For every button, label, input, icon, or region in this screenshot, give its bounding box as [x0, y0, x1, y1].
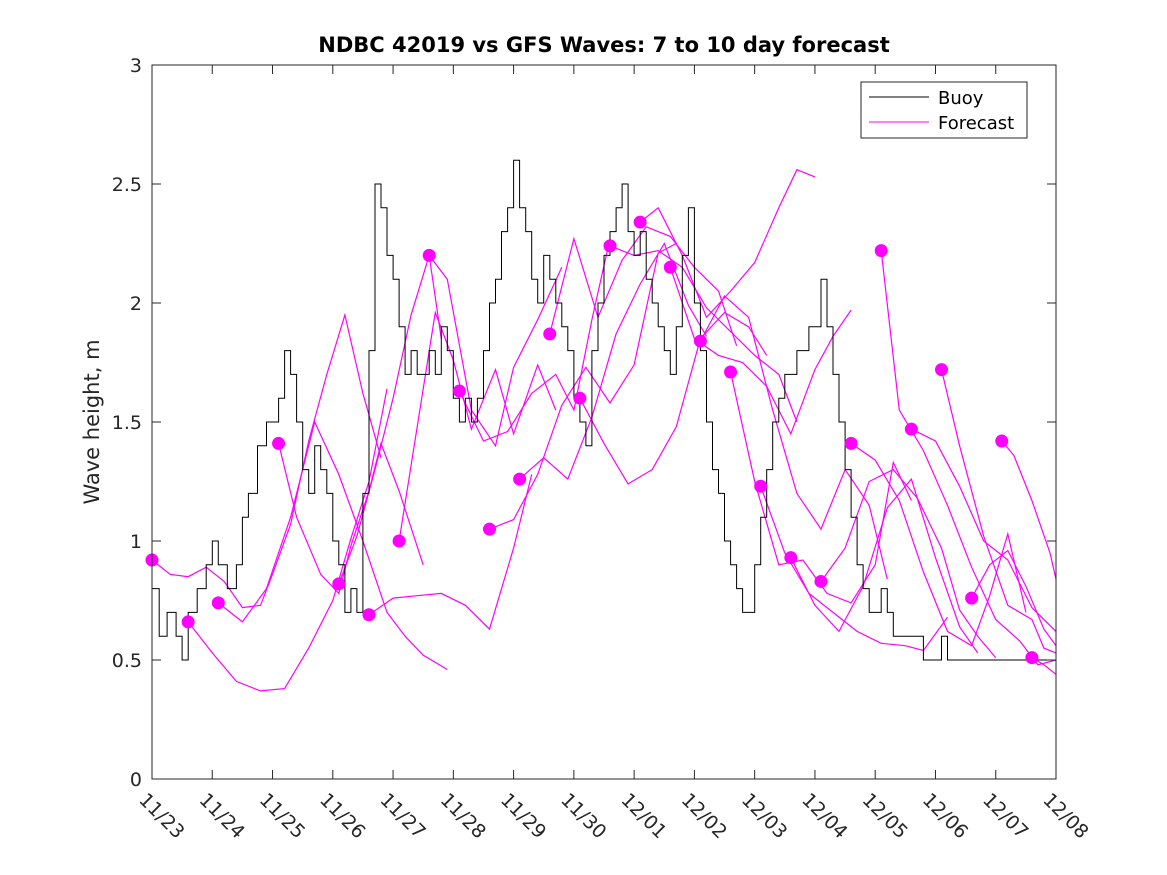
- forecast-start-marker-26: [965, 591, 979, 605]
- forecast-start-marker-13: [573, 391, 587, 405]
- y-tick-label: 0: [130, 769, 142, 791]
- y-tick-label: 3: [130, 55, 142, 77]
- forecast-start-marker-15: [633, 215, 647, 229]
- forecast-start-marker-27: [995, 434, 1009, 448]
- forecast-line-2: [187, 388, 388, 692]
- forecast-line-24: [911, 428, 1057, 632]
- forecast-line-15: [639, 168, 816, 319]
- forecast-line-25: [940, 369, 1057, 654]
- forecast-line-4: [278, 441, 424, 595]
- forecast-start-marker-3: [211, 596, 225, 610]
- forecast-start-marker-16: [663, 260, 677, 274]
- forecast-line-20: [790, 477, 979, 654]
- forecast-start-marker-17: [693, 334, 707, 348]
- chart-title: NDBC 42019 vs GFS Waves: 7 to 10 day for…: [318, 33, 889, 57]
- legend-forecast-label: Forecast: [938, 113, 1014, 134]
- forecast-start-marker-7: [392, 534, 406, 548]
- forecast-start-marker-11: [513, 472, 527, 486]
- y-tick-label: 0.5: [112, 650, 142, 672]
- forecast-start-marker-24: [904, 422, 918, 436]
- y-axis-label: Wave height, m: [80, 339, 104, 504]
- axes-background: [152, 65, 1056, 779]
- forecast-line-27: [1001, 440, 1057, 580]
- forecast-line-10: [489, 242, 677, 530]
- forecast-line-19: [760, 486, 948, 652]
- forecast-start-markers: [145, 215, 1039, 665]
- forecast-start-marker-22: [844, 436, 858, 450]
- forecast-line-21: [820, 468, 997, 658]
- forecast-line-18: [730, 371, 912, 604]
- forecast-start-marker-5: [332, 577, 346, 591]
- forecast-start-marker-9: [452, 384, 466, 398]
- forecast-line-17: [699, 294, 888, 580]
- forecast-start-marker-18: [724, 365, 738, 379]
- forecast-line-7: [398, 310, 557, 542]
- forecast-start-marker-2: [181, 615, 195, 629]
- y-axis-ticks: 0 0.5 1 1.5 2 2.5 3: [112, 55, 1056, 791]
- forecast-line-9: [458, 238, 611, 442]
- forecast-line-1: [151, 312, 382, 609]
- y-tick-label: 2.5: [112, 174, 142, 196]
- legend-buoy-label: Buoy: [938, 88, 984, 109]
- legend: Buoy Forecast: [860, 81, 1028, 139]
- forecast-line-3: [217, 420, 448, 671]
- forecast-start-marker-23: [874, 244, 888, 258]
- forecast-line-12: [549, 226, 738, 346]
- forecast-start-marker-6: [362, 608, 376, 622]
- y-tick-label: 1: [130, 531, 142, 553]
- plot-area: [145, 64, 1057, 780]
- y-tick-label: 1.5: [112, 412, 142, 434]
- forecast-start-marker-21: [814, 574, 828, 588]
- forecast-start-marker-19: [754, 479, 768, 493]
- forecast-start-marker-25: [934, 363, 948, 377]
- forecast-start-marker-14: [603, 239, 617, 253]
- forecast-line-13: [579, 311, 768, 485]
- forecast-line-14: [609, 245, 798, 423]
- forecast-line-8: [428, 255, 563, 448]
- forecast-start-marker-8: [422, 248, 436, 262]
- forecast-line-11: [519, 242, 708, 481]
- forecast-series-group: [151, 168, 1057, 692]
- forecast-start-marker-28: [1025, 651, 1039, 665]
- forecast-start-marker-12: [543, 327, 557, 341]
- legend-box: [860, 81, 1028, 139]
- forecast-start-marker-4: [272, 436, 286, 450]
- forecast-line-26: [971, 549, 1057, 647]
- y-tick-label: 2: [130, 293, 142, 315]
- forecast-start-marker-10: [482, 522, 496, 536]
- forecast-start-marker-20: [784, 551, 798, 565]
- forecast-line-6: [368, 474, 533, 631]
